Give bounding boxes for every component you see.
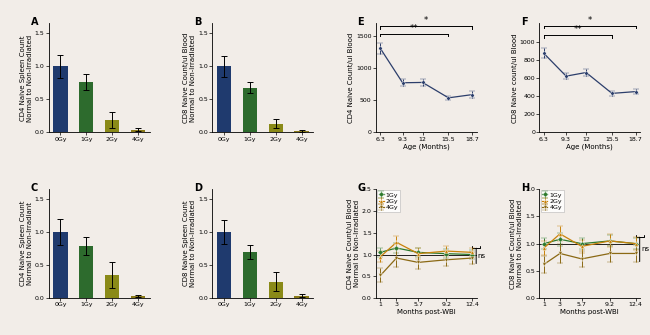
Y-axis label: CD8 Naive count/ul Blood: CD8 Naive count/ul Blood xyxy=(512,33,517,123)
Bar xyxy=(217,232,231,298)
Legend: 1Gy, 2Gy, 4Gy: 1Gy, 2Gy, 4Gy xyxy=(377,190,400,212)
Text: **: ** xyxy=(410,24,419,33)
Y-axis label: CD8 Naive Count/ul Blood
Normal to Non-Irradiated: CD8 Naive Count/ul Blood Normal to Non-I… xyxy=(183,33,196,123)
Text: D: D xyxy=(194,183,202,193)
Text: F: F xyxy=(521,17,528,27)
Bar xyxy=(79,82,94,132)
Text: *: * xyxy=(588,16,592,25)
Bar xyxy=(294,131,309,132)
Bar xyxy=(242,87,257,132)
X-axis label: Months post-WBI: Months post-WBI xyxy=(560,310,619,315)
Bar xyxy=(242,252,257,298)
Bar xyxy=(268,282,283,298)
Bar xyxy=(217,66,231,132)
Bar xyxy=(294,295,309,298)
Legend: 1Gy, 2Gy, 4Gy: 1Gy, 2Gy, 4Gy xyxy=(541,190,564,212)
Text: *: * xyxy=(424,16,428,25)
Y-axis label: CD4 Naive Spleen Count
Normal to Non-Irradiated: CD4 Naive Spleen Count Normal to Non-Irr… xyxy=(20,35,32,122)
X-axis label: Age (Months): Age (Months) xyxy=(403,144,450,150)
Text: E: E xyxy=(358,17,364,27)
Bar xyxy=(131,130,145,132)
Text: **: ** xyxy=(574,25,582,34)
Y-axis label: CD4 Naive Count/ul Blood
Normal to Non-Irradiated: CD4 Naive Count/ul Blood Normal to Non-I… xyxy=(346,199,359,289)
Y-axis label: CD4 Naive Count/ul Blood: CD4 Naive Count/ul Blood xyxy=(348,33,354,123)
Text: A: A xyxy=(31,17,38,27)
Text: G: G xyxy=(358,183,365,193)
Bar xyxy=(131,296,145,298)
Bar xyxy=(53,66,68,132)
X-axis label: Age (Months): Age (Months) xyxy=(566,144,613,150)
Bar xyxy=(105,275,119,298)
Bar xyxy=(105,120,119,132)
Text: B: B xyxy=(194,17,202,27)
Bar xyxy=(79,246,94,298)
Y-axis label: CD8 Naive Count/ul Blood
Normal to Non-Irradiated: CD8 Naive Count/ul Blood Normal to Non-I… xyxy=(510,198,523,289)
Text: ns: ns xyxy=(477,253,486,259)
Bar xyxy=(268,124,283,132)
Text: H: H xyxy=(521,183,529,193)
X-axis label: Months post-WBI: Months post-WBI xyxy=(397,310,456,315)
Y-axis label: CD8 Naive Spleen Count
Normal to Non-Irradiated: CD8 Naive Spleen Count Normal to Non-Irr… xyxy=(183,200,196,287)
Bar xyxy=(53,232,68,298)
Y-axis label: CD4 Naive Spleen Count
Normal to Non-Irradiant: CD4 Naive Spleen Count Normal to Non-Irr… xyxy=(20,201,32,286)
Text: C: C xyxy=(31,183,38,193)
Text: ns: ns xyxy=(641,246,649,252)
